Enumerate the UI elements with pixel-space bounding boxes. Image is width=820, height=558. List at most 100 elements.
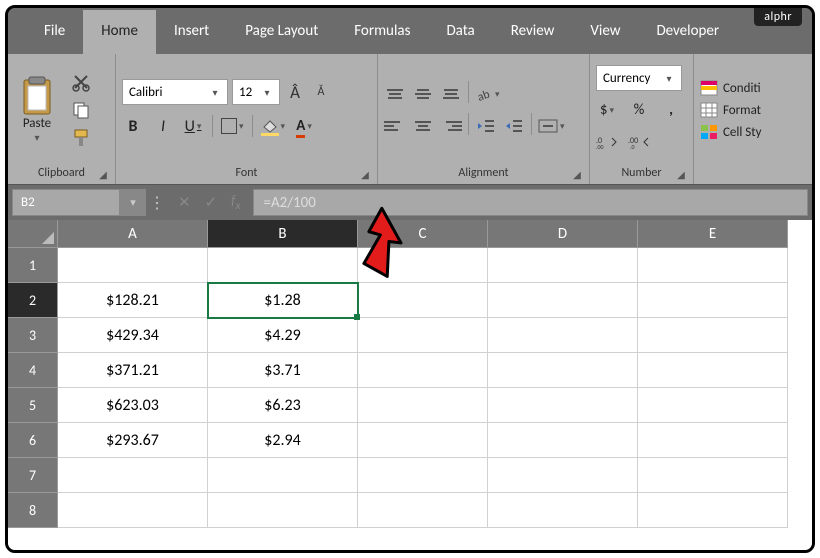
cell-E8[interactable] — [638, 493, 788, 528]
dialog-launcher-icon[interactable]: ◢ — [97, 168, 109, 180]
font-family-select[interactable]: Calibri▾ — [122, 79, 228, 105]
dialog-launcher-icon[interactable]: ◢ — [359, 168, 371, 180]
cell-E4[interactable] — [638, 353, 788, 388]
cell-C5[interactable] — [358, 388, 488, 423]
cancel-formula-icon[interactable]: ✕ — [178, 193, 191, 212]
fill-color-button[interactable]: ▾ — [261, 113, 286, 139]
cell-C8[interactable] — [358, 493, 488, 528]
cell-A2[interactable]: $128.21 — [58, 283, 208, 318]
accounting-format-button[interactable]: $ ▾ — [596, 97, 618, 123]
cell-E7[interactable] — [638, 458, 788, 493]
cell-D4[interactable] — [488, 353, 638, 388]
cell-B6[interactable]: $2.94 — [208, 423, 358, 458]
cell-styles-button[interactable]: Cell Sty — [700, 124, 762, 140]
fx-icon[interactable]: fx — [231, 192, 240, 213]
row-header-4[interactable]: 4 — [8, 353, 58, 388]
cell-E1[interactable] — [638, 248, 788, 283]
decrease-font-icon[interactable]: Ǎ — [310, 79, 332, 105]
merge-center-icon[interactable]: ▾ — [538, 113, 565, 139]
cell-D8[interactable] — [488, 493, 638, 528]
name-box[interactable]: B2 — [12, 189, 120, 216]
underline-button[interactable]: U▾ — [182, 113, 204, 139]
cell-B7[interactable] — [208, 458, 358, 493]
cell-A1[interactable] — [58, 248, 208, 283]
format-as-table-button[interactable]: Format — [700, 102, 762, 118]
column-header-E[interactable]: E — [638, 220, 788, 248]
cell-C2[interactable] — [358, 283, 488, 318]
cell-C4[interactable] — [358, 353, 488, 388]
increase-indent-icon[interactable] — [503, 113, 525, 139]
orientation-icon[interactable]: ab▾ — [475, 81, 500, 107]
cell-D7[interactable] — [488, 458, 638, 493]
tab-formulas[interactable]: Formulas — [336, 10, 428, 54]
cell-A5[interactable]: $623.03 — [58, 388, 208, 423]
tab-file[interactable]: File — [26, 10, 83, 54]
borders-button[interactable]: ▾ — [221, 113, 244, 139]
align-left-icon[interactable] — [384, 113, 406, 139]
cell-B1[interactable] — [208, 248, 358, 283]
font-size-select[interactable]: 12▾ — [232, 79, 280, 105]
cell-E5[interactable] — [638, 388, 788, 423]
row-header-7[interactable]: 7 — [8, 458, 58, 493]
cell-C7[interactable] — [358, 458, 488, 493]
bold-button[interactable]: B — [122, 113, 144, 139]
column-header-A[interactable]: A — [58, 220, 208, 248]
decrease-decimal-button[interactable]: .00.0 — [628, 129, 650, 155]
italic-button[interactable]: I — [152, 113, 174, 139]
cell-B5[interactable]: $6.23 — [208, 388, 358, 423]
tab-view[interactable]: View — [572, 10, 638, 54]
cell-B2[interactable]: $1.28 — [208, 283, 358, 318]
tab-insert[interactable]: Insert — [156, 10, 227, 54]
number-format-select[interactable]: Currency▾ — [596, 65, 682, 91]
align-bottom-icon[interactable] — [440, 81, 462, 107]
cell-A6[interactable]: $293.67 — [58, 423, 208, 458]
row-header-8[interactable]: 8 — [8, 493, 58, 528]
cell-D6[interactable] — [488, 423, 638, 458]
row-header-5[interactable]: 5 — [8, 388, 58, 423]
cell-D5[interactable] — [488, 388, 638, 423]
decrease-indent-icon[interactable] — [475, 113, 497, 139]
align-middle-icon[interactable] — [412, 81, 434, 107]
tab-home[interactable]: Home — [83, 10, 156, 54]
cell-D1[interactable] — [488, 248, 638, 283]
tab-developer[interactable]: Developer — [638, 10, 737, 54]
cell-E6[interactable] — [638, 423, 788, 458]
increase-font-icon[interactable]: Â — [284, 79, 306, 105]
cell-A3[interactable]: $429.34 — [58, 318, 208, 353]
row-header-1[interactable]: 1 — [8, 248, 58, 283]
column-header-B[interactable]: B — [208, 220, 358, 248]
comma-format-button[interactable]: , — [660, 97, 682, 123]
select-all-button[interactable] — [8, 220, 58, 248]
cell-B8[interactable] — [208, 493, 358, 528]
align-center-icon[interactable] — [412, 113, 434, 139]
cell-E3[interactable] — [638, 318, 788, 353]
format-painter-icon[interactable] — [70, 127, 92, 149]
name-box-dropdown[interactable]: ▾ — [120, 189, 146, 216]
cell-D2[interactable] — [488, 283, 638, 318]
conditional-formatting-button[interactable]: Conditi — [700, 80, 762, 96]
align-right-icon[interactable] — [440, 113, 462, 139]
paste-button[interactable]: Paste ▾ — [14, 72, 60, 148]
dialog-launcher-icon[interactable]: ◢ — [675, 168, 687, 180]
formula-input[interactable]: =A2/100 — [253, 189, 809, 216]
align-top-icon[interactable] — [384, 81, 406, 107]
tab-page-layout[interactable]: Page Layout — [227, 10, 336, 54]
font-color-button[interactable]: A▾ — [293, 113, 315, 139]
enter-formula-icon[interactable]: ✓ — [205, 193, 218, 212]
cell-A8[interactable] — [58, 493, 208, 528]
cell-B3[interactable]: $4.29 — [208, 318, 358, 353]
column-header-D[interactable]: D — [488, 220, 638, 248]
row-header-3[interactable]: 3 — [8, 318, 58, 353]
copy-icon[interactable] — [70, 99, 92, 121]
cell-C3[interactable] — [358, 318, 488, 353]
cell-A4[interactable]: $371.21 — [58, 353, 208, 388]
dialog-launcher-icon[interactable]: ◢ — [571, 168, 583, 180]
cell-B4[interactable]: $3.71 — [208, 353, 358, 388]
cell-C6[interactable] — [358, 423, 488, 458]
increase-decimal-button[interactable]: .0.00 — [596, 129, 618, 155]
cell-A7[interactable] — [58, 458, 208, 493]
percent-format-button[interactable]: % — [628, 97, 650, 123]
tab-data[interactable]: Data — [428, 10, 492, 54]
row-header-6[interactable]: 6 — [8, 423, 58, 458]
tab-review[interactable]: Review — [493, 10, 573, 54]
